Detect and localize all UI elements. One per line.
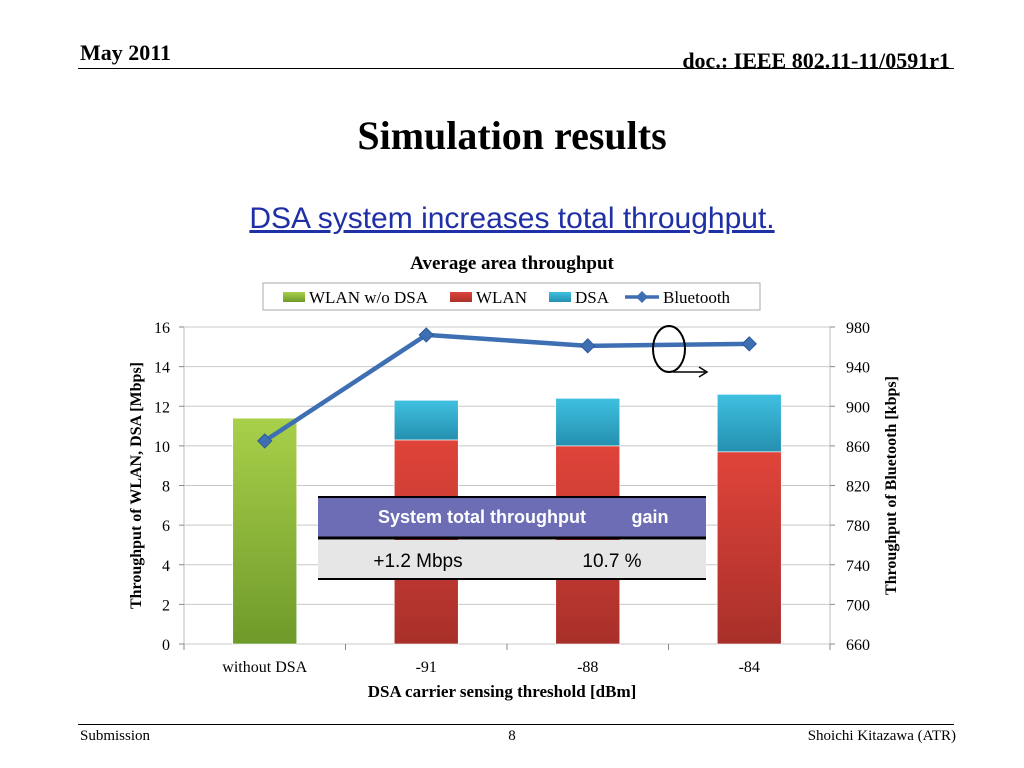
chart-title: Average area throughput bbox=[410, 253, 614, 274]
gain-table-header-gain: gain bbox=[631, 507, 668, 527]
legend-label: DSA bbox=[575, 288, 610, 307]
y2-tick-label: 740 bbox=[846, 558, 870, 575]
x-tick-label: without DSA bbox=[222, 659, 307, 676]
footer-submission: Submission bbox=[80, 728, 151, 744]
y2-tick-label: 700 bbox=[846, 597, 870, 614]
footer-page-number: 8 bbox=[508, 728, 516, 744]
bluetooth-line-path bbox=[263, 332, 750, 443]
axis-callout-arrowhead bbox=[698, 366, 709, 378]
bar-wlan bbox=[716, 451, 782, 645]
y2-axis-title: Throughput of Bluetooth [kbps] bbox=[883, 376, 900, 595]
y-tick-label: 14 bbox=[154, 360, 170, 377]
y-tick-label: 16 bbox=[154, 320, 170, 337]
header-divider bbox=[78, 68, 954, 69]
y2-tick-label: 860 bbox=[846, 439, 870, 456]
y2-tick-label: 780 bbox=[846, 518, 870, 535]
x-tick-label: -88 bbox=[577, 659, 598, 676]
slide-title: Simulation results bbox=[357, 113, 667, 158]
chart-legend: WLAN w/o DSA WLAN DSA Bluetooth bbox=[262, 282, 761, 311]
y-tick-label: 6 bbox=[162, 518, 170, 535]
y2-tick-label: 820 bbox=[846, 479, 870, 496]
bar-dsa bbox=[393, 400, 459, 441]
gain-table-row-bg bbox=[318, 540, 706, 579]
axis-callout-ellipse bbox=[652, 325, 686, 373]
y2-tick-label: 660 bbox=[846, 637, 870, 654]
header-date: May 2011 bbox=[80, 40, 172, 65]
y2-tick-label: 900 bbox=[846, 399, 870, 416]
y-tick-label: 4 bbox=[162, 558, 170, 575]
legend-box bbox=[262, 282, 761, 311]
bluetooth-point bbox=[257, 433, 273, 449]
legend-label: Bluetooth bbox=[663, 288, 731, 307]
legend-swatch bbox=[548, 292, 571, 302]
chart-annotation bbox=[652, 325, 709, 378]
legend-label: WLAN bbox=[476, 288, 527, 307]
gain-table-header-bg bbox=[318, 497, 706, 537]
legend-marker bbox=[636, 291, 648, 303]
x-tick-label: -84 bbox=[739, 659, 760, 676]
y-tick-label: 12 bbox=[154, 399, 170, 416]
bluetooth-point bbox=[418, 327, 434, 343]
chart-axes: 0 2 4 6 8 10 12 14 16 660 700 740 780 820 860 900 940 980… bbox=[128, 320, 900, 701]
bluetooth-point bbox=[741, 336, 757, 352]
y2-tick-label: 940 bbox=[846, 360, 870, 377]
gain-table-throughput-value: +1.2 Mbps bbox=[373, 551, 462, 572]
bluetooth-point bbox=[580, 338, 596, 354]
footer-divider bbox=[78, 724, 954, 725]
legend-label: WLAN w/o DSA bbox=[309, 288, 429, 307]
gain-table-header-throughput: System total throughput bbox=[378, 507, 586, 527]
y-tick-label: 2 bbox=[162, 597, 170, 614]
slide-subtitle: DSA system increases total throughput. bbox=[0, 202, 1024, 236]
y-tick-label: 8 bbox=[162, 479, 170, 496]
gain-table: System total throughput gain +1.2 Mbps 1… bbox=[318, 496, 706, 580]
bluetooth-line bbox=[257, 327, 757, 449]
bar-wlan-w-o-dsa bbox=[232, 417, 298, 645]
y-tick-label: 10 bbox=[154, 439, 170, 456]
gain-table-gain-value: 10.7 % bbox=[582, 551, 641, 572]
legend-swatch bbox=[450, 292, 472, 302]
x-axis-title: DSA carrier sensing threshold [dBm] bbox=[368, 682, 637, 701]
bar-dsa bbox=[716, 394, 782, 453]
y-tick-label: 0 bbox=[162, 637, 170, 654]
y2-tick-label: 980 bbox=[846, 320, 870, 337]
bar-dsa bbox=[555, 398, 621, 447]
legend-swatch bbox=[283, 292, 305, 302]
x-tick-label: -91 bbox=[416, 659, 437, 676]
y-axis-title: Throughput of WLAN, DSA [Mbps] bbox=[128, 362, 145, 609]
footer-author: Shoichi Kitazawa (ATR) bbox=[807, 728, 956, 744]
slide-subtitle-text: DSA system increases total throughput. bbox=[249, 202, 775, 235]
